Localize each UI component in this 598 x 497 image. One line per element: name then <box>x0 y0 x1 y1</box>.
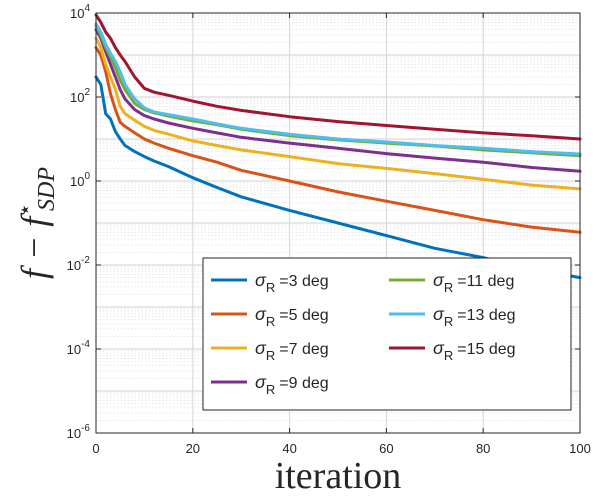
y-tick-label: 102 <box>70 87 90 105</box>
legend-sigma: σ <box>433 304 445 324</box>
y-tick-label: 10-6 <box>67 423 91 441</box>
series-line-6 <box>94 22 582 156</box>
legend-label-5: σR =11 deg <box>433 270 514 295</box>
legend-value: =9 deg <box>279 375 328 392</box>
series-line-3 <box>94 36 582 191</box>
legend-label-6: σR =13 deg <box>433 304 516 329</box>
legend-subscript: R <box>444 280 453 295</box>
y-tick-label: 10-4 <box>67 339 91 357</box>
y-tick-exponent: -4 <box>81 339 90 350</box>
series-line-5 <box>94 24 582 158</box>
y-tick-exponent: 0 <box>84 171 90 182</box>
legend-label-1: σR =3 deg <box>255 270 329 295</box>
legend-label-7: σR =15 deg <box>433 338 516 363</box>
y-tick-exponent: 2 <box>84 87 90 98</box>
series-layer <box>94 13 582 280</box>
legend-value: =11 deg <box>457 273 514 290</box>
legend-label-4: σR =9 deg <box>255 372 329 397</box>
x-tick-label: 80 <box>476 441 490 456</box>
legend-sigma: σ <box>433 338 445 358</box>
y-tick-base: 10 <box>70 6 84 21</box>
y-tick-base: 10 <box>70 90 84 105</box>
y-tick-exponent: -2 <box>81 255 90 266</box>
y-tick-base: 10 <box>67 258 81 273</box>
legend-sigma: σ <box>255 372 267 392</box>
x-tick-label: 20 <box>186 441 200 456</box>
legend-value: =7 deg <box>279 341 328 358</box>
y-axis-title: f − f⋆SDP <box>12 167 60 279</box>
series-line-7 <box>94 13 582 141</box>
legend-subscript: R <box>266 314 275 329</box>
legend-sigma: σ <box>255 338 267 358</box>
series-line-1 <box>94 75 582 280</box>
legend-label-3: σR =7 deg <box>255 338 329 363</box>
legend-label-2: σR =5 deg <box>255 304 329 329</box>
series-line-2 <box>94 46 582 234</box>
legend-value: =13 deg <box>457 307 515 324</box>
y-tick-exponent: 4 <box>84 3 90 14</box>
legend-box <box>202 257 572 411</box>
legend-sigma: σ <box>433 270 445 290</box>
x-axis-title: iteration <box>275 455 402 497</box>
legend-subscript: R <box>266 382 275 397</box>
legend-sigma: σ <box>255 304 267 324</box>
y-tick-base: 10 <box>67 426 81 441</box>
y-tick-base: 10 <box>70 174 84 189</box>
y-axis-title-superscript: ⋆ <box>12 203 37 217</box>
x-tick-label: 40 <box>282 441 296 456</box>
legend-subscript: R <box>266 280 275 295</box>
legend-value: =15 deg <box>457 341 515 358</box>
legend-sigma: σ <box>255 270 267 290</box>
y-tick-exponent: -6 <box>81 423 90 434</box>
y-tick-label: 10-2 <box>67 255 91 273</box>
legend-value: =5 deg <box>279 307 328 324</box>
legend-subscript: R <box>444 348 453 363</box>
legend-subscript: R <box>266 348 275 363</box>
plot-frame <box>95 12 581 434</box>
x-tick-label: 100 <box>569 441 591 456</box>
y-tick-label: 104 <box>70 3 90 21</box>
x-tick-label: 0 <box>92 441 99 456</box>
y-axis-title-subscript: SDP <box>34 167 60 211</box>
legend-subscript: R <box>444 314 453 329</box>
y-tick-base: 10 <box>67 342 81 357</box>
y-axis-title-main: f − f <box>14 212 54 279</box>
series-line-4 <box>94 28 582 173</box>
legend-value: =3 deg <box>279 273 328 290</box>
y-tick-label: 100 <box>70 171 90 189</box>
x-tick-label: 60 <box>379 441 393 456</box>
